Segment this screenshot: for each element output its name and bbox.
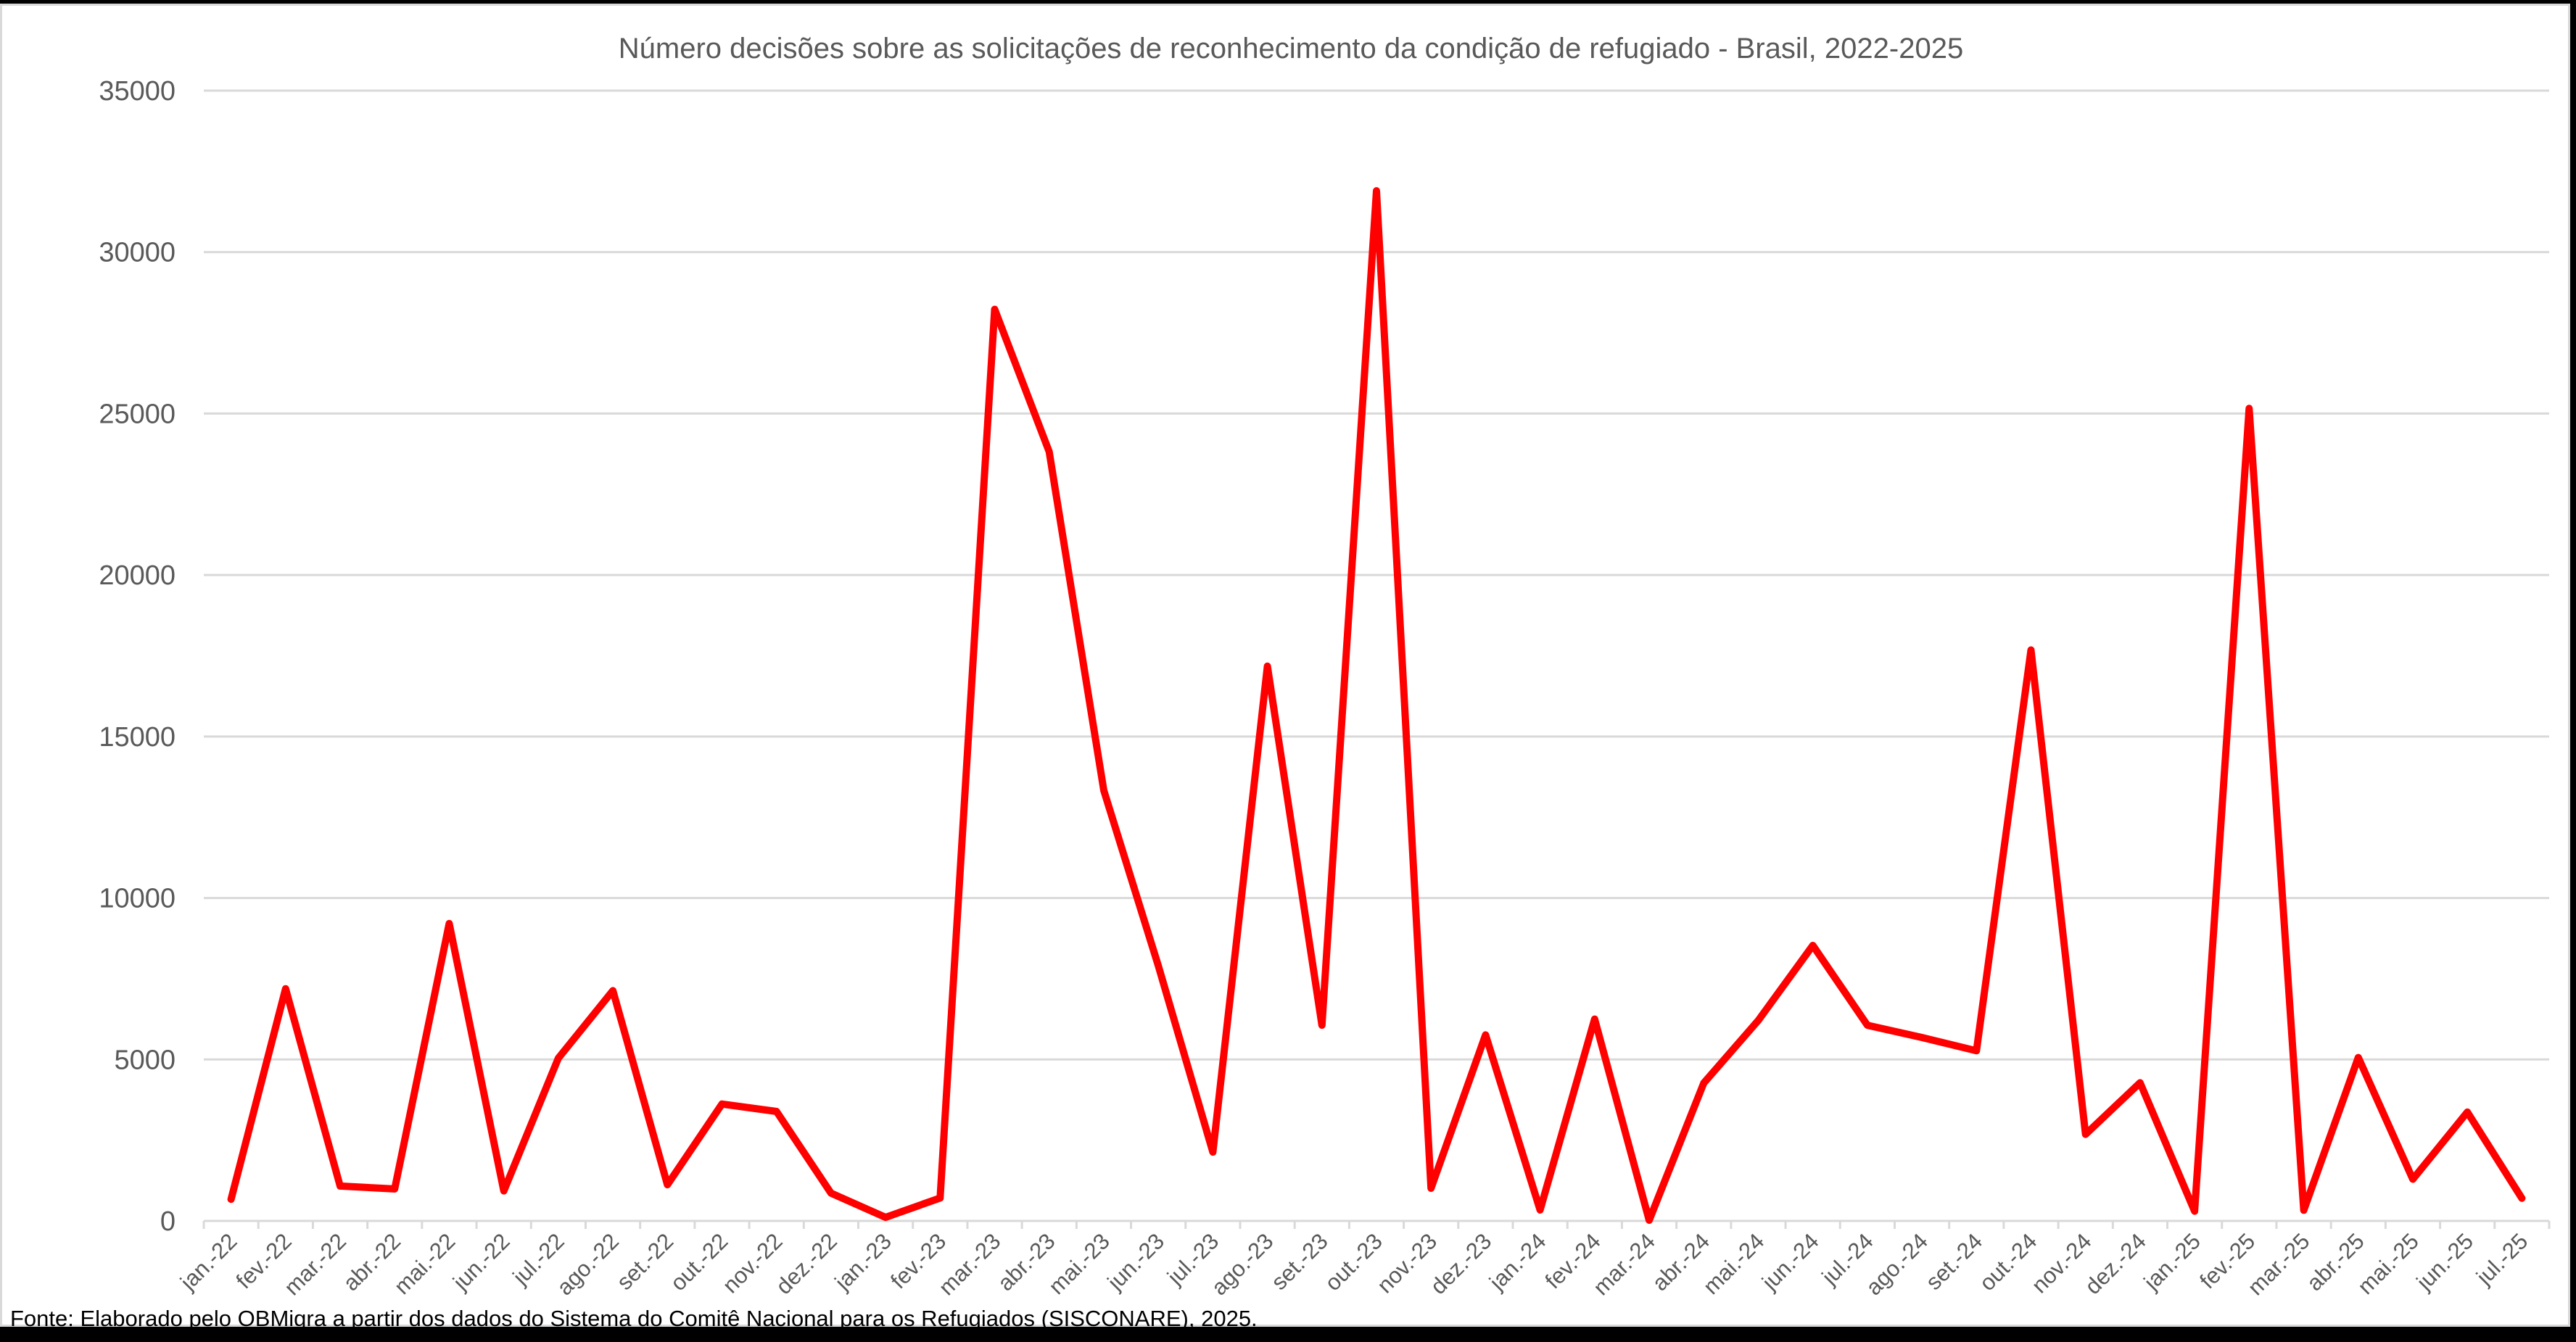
x-tick-label: ago.-22 (552, 1228, 624, 1300)
x-tick-label: dez.-22 (771, 1228, 842, 1299)
x-tick-label: jan.-25 (2139, 1228, 2205, 1295)
y-tick-label: 25000 (99, 399, 176, 429)
x-tick-label: jan.-22 (175, 1228, 242, 1295)
x-tick-label: mar.-23 (933, 1228, 1005, 1300)
series-layer (227, 187, 2526, 1225)
y-tick-label: 35000 (99, 76, 176, 107)
x-tick-label: dez.-23 (1426, 1228, 1497, 1299)
series-line (227, 187, 2526, 1225)
x-tick-label: mai.-23 (1044, 1228, 1115, 1299)
x-tick-label: jun.-23 (1102, 1228, 1169, 1295)
x-tick-label: mai.-24 (1698, 1228, 1770, 1299)
x-tick-label: jan.-23 (830, 1228, 896, 1295)
y-tick-label: 5000 (114, 1045, 176, 1075)
x-tick-label: set.-22 (611, 1228, 678, 1295)
y-tick-label: 0 (160, 1206, 176, 1237)
x-tick-label: dez.-24 (2080, 1228, 2151, 1299)
y-tick-label: 30000 (99, 238, 176, 268)
x-tick-label: jun.-25 (2411, 1228, 2478, 1295)
x-tick-label: jun.-24 (1756, 1228, 1823, 1295)
x-tick-label: jul.-25 (2471, 1228, 2532, 1290)
source-footnote: Fonte: Elaborado pelo OBMigra a partir d… (10, 1306, 1258, 1331)
x-tick-label: mar.-25 (2242, 1228, 2314, 1300)
y-tick-label: 10000 (99, 884, 176, 914)
y-axis: 0 5000 10000 15000 20000 25000 30000 35000 (99, 76, 176, 1237)
chart-area (0, 4, 2570, 1327)
x-tick-label: mar.-22 (279, 1228, 351, 1300)
x-tick-label: set.-24 (1920, 1228, 1987, 1295)
x-tick-label: mar.-24 (1588, 1228, 1660, 1300)
x-tick-label: mai.-25 (2353, 1228, 2424, 1299)
y-tick-label: 20000 (99, 560, 176, 591)
x-tick-label: jun.-22 (447, 1228, 514, 1295)
x-tick-label: ago.-24 (1861, 1228, 1933, 1300)
x-tick-label: set.-23 (1266, 1228, 1333, 1295)
x-axis: jan.-22fev.-22mar.-22abr.-22mai.-22jun.-… (175, 1219, 2551, 1300)
x-tick-label: ago.-23 (1206, 1228, 1278, 1300)
y-tick-label: 15000 (99, 722, 176, 753)
x-tick-label: jan.-24 (1484, 1228, 1551, 1295)
x-tick-label: mai.-22 (389, 1228, 461, 1299)
chart-title: Número decisões sobre as solicitações de… (619, 33, 1963, 65)
